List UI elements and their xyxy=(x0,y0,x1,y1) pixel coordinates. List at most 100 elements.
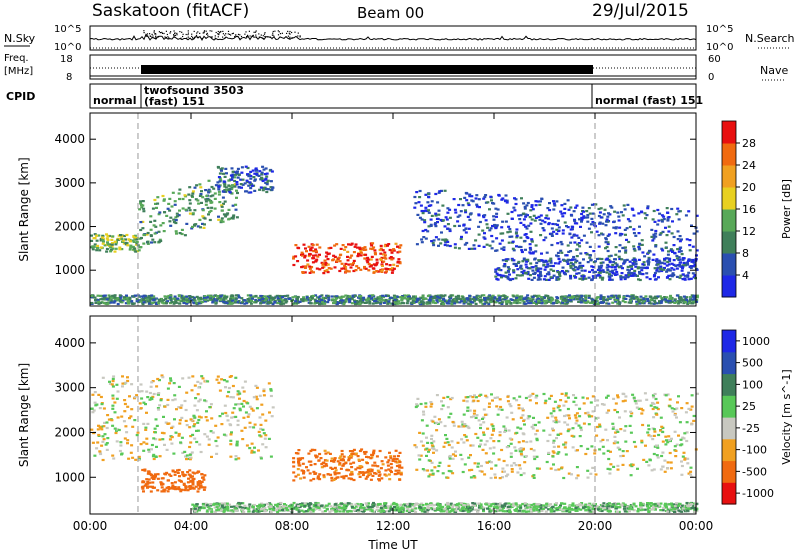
heatmap-cell xyxy=(101,298,105,301)
heatmap-cell xyxy=(181,207,185,210)
heatmap-cell xyxy=(670,267,674,270)
heatmap-cell xyxy=(235,189,238,192)
heatmap-cell xyxy=(670,275,674,278)
heatmap-cell xyxy=(573,218,576,221)
heatmap-cell xyxy=(552,230,556,233)
heatmap-cell xyxy=(427,211,431,214)
heatmap-cell xyxy=(669,249,673,252)
freq-label-1: Freq. xyxy=(4,53,29,64)
heatmap-cell xyxy=(164,297,168,300)
heatmap-cell xyxy=(527,277,531,280)
heatmap-cell xyxy=(522,212,526,215)
heatmap-cell xyxy=(569,277,573,280)
heatmap-cell xyxy=(383,254,387,257)
heatmap-cell xyxy=(461,297,465,300)
heatmap-cell xyxy=(481,229,485,232)
heatmap-cell xyxy=(556,297,559,300)
heatmap-cell xyxy=(496,413,500,416)
heatmap-cell xyxy=(473,394,476,397)
heatmap-cell xyxy=(353,299,356,302)
heatmap-cell xyxy=(500,302,504,305)
heatmap-cell xyxy=(642,302,646,305)
heatmap-cell xyxy=(523,207,527,210)
heatmap-cell xyxy=(167,487,171,490)
heatmap-cell xyxy=(192,415,196,418)
heatmap-cell xyxy=(141,487,145,490)
heatmap-cell xyxy=(320,302,324,305)
heatmap-cell xyxy=(582,275,586,278)
heatmap-cell xyxy=(446,302,450,305)
heatmap-cell xyxy=(272,296,276,299)
heatmap-cell xyxy=(468,409,472,412)
heatmap-cell xyxy=(366,469,370,472)
heatmap-cell xyxy=(686,263,690,266)
heatmap-cell xyxy=(647,263,650,266)
heatmap-cell xyxy=(520,297,524,300)
heatmap-cell xyxy=(183,194,187,197)
heatmap-cell xyxy=(106,414,110,417)
heatmap-cell xyxy=(335,302,339,306)
heatmap-cell xyxy=(575,248,579,251)
heatmap-cell xyxy=(178,232,182,235)
heatmap-cell xyxy=(502,248,506,251)
heatmap-cell xyxy=(105,421,109,424)
heatmap-cell xyxy=(170,205,174,208)
heatmap-cell xyxy=(659,416,663,419)
heatmap-cell xyxy=(621,246,625,250)
heatmap-cell xyxy=(335,243,339,246)
heatmap-cell xyxy=(294,300,298,303)
heatmap-cell xyxy=(149,396,153,399)
heatmap-cell xyxy=(225,414,229,418)
heatmap-cell xyxy=(469,300,473,304)
heatmap-cell xyxy=(442,396,446,399)
heatmap-cell xyxy=(439,294,443,297)
heatmap-cell xyxy=(642,261,646,264)
heatmap-cell xyxy=(667,216,671,219)
heatmap-cell xyxy=(338,457,342,460)
heatmap-cell xyxy=(269,186,273,189)
heatmap-cell xyxy=(637,232,641,235)
heatmap-cell xyxy=(436,201,440,204)
heatmap-cell xyxy=(628,260,632,263)
heatmap-cell xyxy=(590,231,593,234)
heatmap-cell xyxy=(651,258,655,261)
heatmap-cell xyxy=(538,272,542,275)
heatmap-cell xyxy=(537,274,540,277)
heatmap-cell xyxy=(558,273,561,276)
heatmap-cell xyxy=(106,238,110,242)
heatmap-cell xyxy=(345,469,349,472)
heatmap-cell xyxy=(660,300,664,303)
heatmap-cell xyxy=(469,416,473,419)
heatmap-cell xyxy=(155,424,159,427)
heatmap-cell xyxy=(453,246,457,249)
heatmap-cell xyxy=(534,216,538,219)
heatmap-cell xyxy=(600,403,604,406)
heatmap-cell xyxy=(230,186,234,189)
heatmap-cell xyxy=(683,274,687,277)
heatmap-cell xyxy=(609,463,613,466)
heatmap-cell xyxy=(624,233,627,236)
heatmap-cell xyxy=(233,179,237,183)
nsky-point xyxy=(239,34,241,36)
heatmap-cell xyxy=(463,463,467,466)
heatmap-cell xyxy=(102,425,106,428)
heatmap-cell xyxy=(262,394,266,397)
heatmap-cell xyxy=(261,413,265,416)
heatmap-cell xyxy=(105,298,109,301)
heatmap-cell xyxy=(118,294,122,297)
heatmap-cell xyxy=(595,230,599,233)
heatmap-cell xyxy=(300,251,304,254)
heatmap-cell xyxy=(353,245,357,248)
heatmap-cell xyxy=(522,419,526,422)
heatmap-cell xyxy=(523,461,527,464)
heatmap-cell xyxy=(151,301,154,304)
heatmap-cell xyxy=(584,277,588,280)
heatmap-cell xyxy=(506,301,510,304)
heatmap-cell xyxy=(199,486,202,489)
heatmap-cell xyxy=(614,258,617,261)
heatmap-cell xyxy=(257,449,260,452)
heatmap-cell xyxy=(397,258,401,261)
heatmap-cell xyxy=(403,297,407,300)
heatmap-cell xyxy=(476,462,480,465)
heatmap-cell xyxy=(429,401,433,404)
